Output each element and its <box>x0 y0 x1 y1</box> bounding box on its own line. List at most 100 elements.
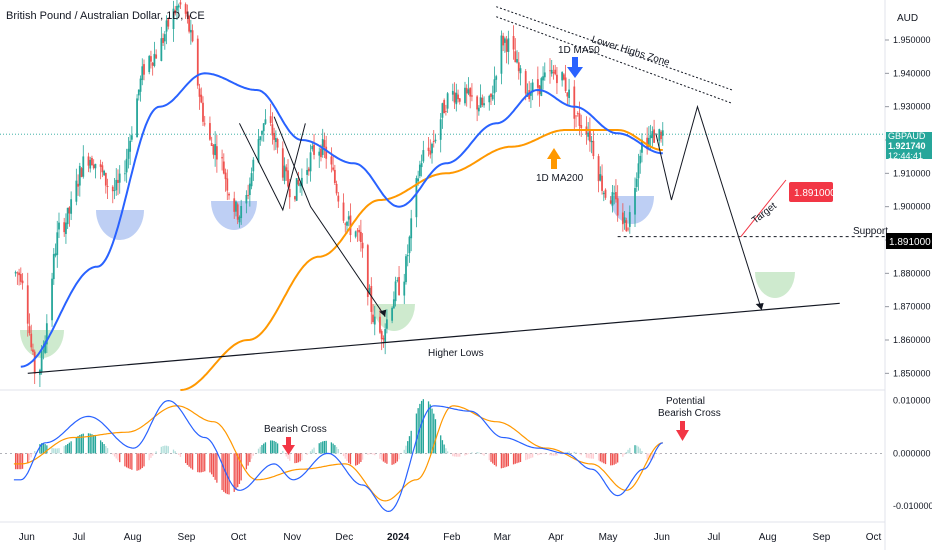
time-tick-label: Sep <box>178 532 196 543</box>
candle-body <box>325 146 328 159</box>
candle-body <box>247 195 250 197</box>
candle-body <box>18 272 20 276</box>
candle-body <box>562 74 565 80</box>
zones-layer <box>20 196 795 358</box>
lower-highs-lower-line <box>496 16 733 104</box>
candle-body <box>420 163 423 168</box>
candle-body <box>342 202 345 221</box>
candle-body <box>259 136 262 140</box>
candle-body <box>592 140 595 156</box>
candle-body <box>191 30 194 42</box>
candle-body <box>507 38 510 52</box>
candle-body <box>349 215 352 236</box>
candle-body <box>264 119 267 124</box>
candle-body <box>599 174 602 181</box>
candle-body <box>410 218 413 239</box>
price-tick-label: 1.940000 <box>893 68 931 78</box>
candle-body <box>604 189 607 198</box>
candle-body <box>495 76 498 80</box>
price-tick-label: 1.880000 <box>893 268 931 278</box>
candle-body <box>77 183 79 187</box>
candle-body <box>51 278 53 321</box>
time-tick-label: Mar <box>494 532 512 543</box>
candle-body <box>382 338 385 340</box>
candle-body <box>226 178 229 191</box>
candle-body <box>422 150 425 162</box>
candle-body <box>287 170 289 187</box>
candle-body <box>165 20 168 32</box>
time-tick-label: 2024 <box>387 532 410 543</box>
time-tick-label: Sep <box>813 532 831 543</box>
candle-body <box>405 256 407 283</box>
candle-body <box>297 179 300 185</box>
candle-body <box>136 98 138 138</box>
candle-body <box>94 163 97 169</box>
candle-body <box>406 255 409 257</box>
candle-body <box>118 173 121 183</box>
drawings-layer <box>27 6 885 374</box>
candle-body <box>179 2 182 5</box>
candle-body <box>52 254 55 280</box>
candle-body <box>248 183 251 196</box>
price-countdown: 12:44:41 <box>888 151 924 161</box>
candle-body <box>602 192 605 195</box>
candle-body <box>641 139 643 153</box>
candle-body <box>568 89 570 99</box>
candle-body <box>44 341 47 353</box>
candle-body <box>505 39 508 52</box>
candle-body <box>28 326 31 334</box>
candle-body <box>337 195 340 202</box>
macd-tick-label: 0.000000 <box>893 448 931 458</box>
candle-body <box>323 140 326 148</box>
candle-body <box>346 221 348 226</box>
candle-body <box>471 95 473 97</box>
candle-body <box>65 222 67 235</box>
candle-body <box>372 314 374 322</box>
candle-body <box>589 129 591 142</box>
candle-body <box>512 36 515 50</box>
candle-body <box>21 280 24 284</box>
candle-body <box>392 299 395 309</box>
candle-body <box>137 89 140 96</box>
candle-body <box>151 62 154 66</box>
candle-body <box>222 161 225 174</box>
candle-body <box>318 151 321 156</box>
candle-body <box>163 34 166 42</box>
candle-body <box>661 130 664 136</box>
candle-body <box>281 148 284 178</box>
candle-body <box>332 167 335 170</box>
candle-body <box>320 148 322 158</box>
time-tick-label: Oct <box>866 532 882 543</box>
candle-body <box>616 198 619 216</box>
candle-body <box>130 135 133 140</box>
candle-body <box>212 145 215 155</box>
macd-tick-label: -0.010000 <box>893 501 932 511</box>
candle-body <box>502 35 505 46</box>
candle-body <box>56 232 59 255</box>
target-price-value: 1.891000 <box>794 188 836 199</box>
candle-body <box>54 253 57 256</box>
candle-body <box>427 147 430 151</box>
candle-body <box>386 319 388 329</box>
candle-body <box>115 179 118 191</box>
candle-body <box>117 179 119 183</box>
candle-body <box>597 156 600 182</box>
lower-highs-label: Lower Highs Zone <box>590 34 671 68</box>
lower-highs-upper-line <box>496 6 733 91</box>
candle-body <box>203 123 206 125</box>
support-label: Support <box>853 226 888 237</box>
candle-body <box>111 186 114 192</box>
candle-body <box>309 152 312 172</box>
candle-body <box>184 4 187 14</box>
candle-body <box>307 168 310 172</box>
price-tick-label: 1.860000 <box>893 335 931 345</box>
candle-body <box>198 88 201 97</box>
candle-body <box>458 98 461 102</box>
candle-body <box>623 217 626 223</box>
candle-body <box>611 192 614 206</box>
candle-body <box>418 164 421 177</box>
time-tick-label: May <box>599 532 618 543</box>
ma200-label: 1D MA200 <box>536 173 584 184</box>
candle-body <box>368 287 371 294</box>
